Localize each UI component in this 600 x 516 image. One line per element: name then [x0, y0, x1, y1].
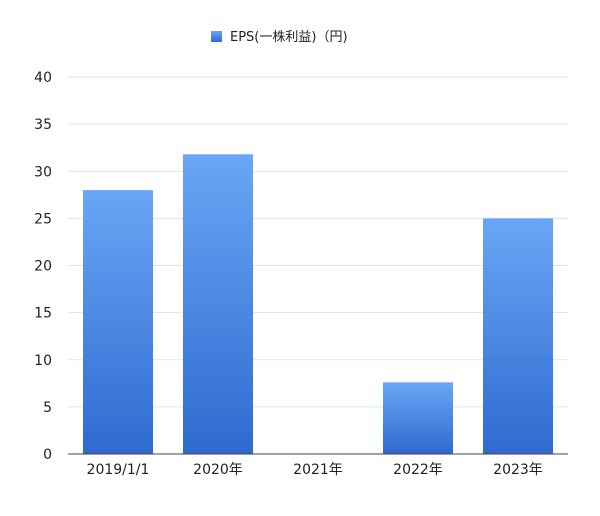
y-tick-label: 35: [34, 117, 52, 133]
y-tick-label: 20: [34, 259, 52, 275]
y-tick-label: 15: [34, 306, 52, 322]
y-tick-label: 5: [43, 400, 52, 416]
bar: [383, 382, 453, 454]
x-tick-label: 2022年: [393, 462, 443, 478]
y-tick-label: 0: [43, 447, 52, 463]
x-tick-label: 2023年: [493, 462, 543, 478]
legend-label: EPS(一株利益)（円): [230, 30, 348, 45]
bars: [83, 154, 553, 454]
y-tick-label: 40: [34, 70, 52, 86]
legend: EPS(一株利益)（円): [211, 30, 348, 45]
y-axis-ticks: 0 5 10 15 20 25 30 35 40: [34, 70, 52, 463]
bar: [183, 154, 253, 454]
bar: [483, 218, 553, 454]
bar: [83, 190, 153, 454]
legend-swatch: [211, 31, 222, 42]
x-tick-label: 2019/1/1: [87, 462, 150, 478]
y-tick-label: 25: [34, 211, 52, 227]
y-tick-label: 30: [34, 164, 52, 180]
y-tick-label: 10: [34, 353, 52, 369]
x-axis-ticks: 2019/1/1 2020年 2021年 2022年 2023年: [87, 462, 543, 478]
x-tick-label: 2020年: [193, 462, 243, 478]
x-tick-label: 2021年: [293, 462, 343, 478]
